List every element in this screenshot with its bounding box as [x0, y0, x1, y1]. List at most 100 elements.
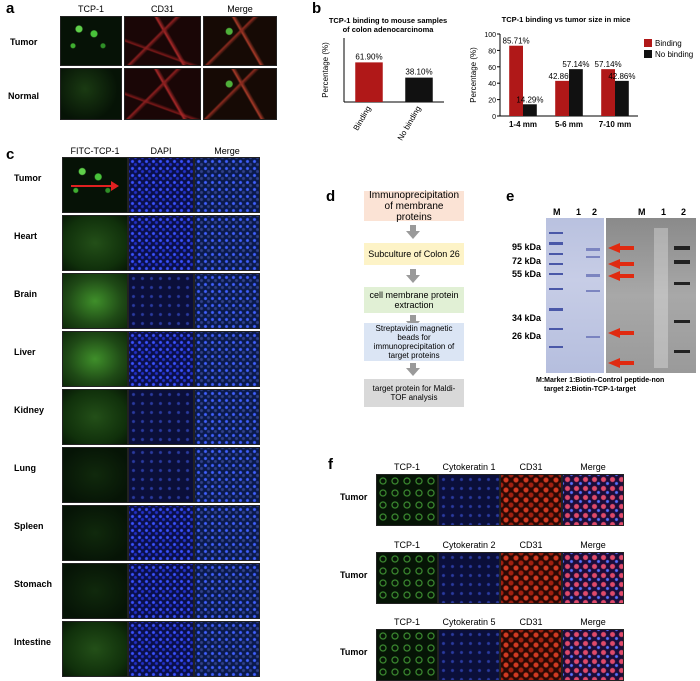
micrograph-a-normal-tcp1 — [60, 68, 122, 120]
chart-b2-bar-1-0 — [523, 104, 537, 116]
micrograph-c-brain-dapi — [128, 273, 194, 329]
western-blot — [606, 218, 696, 373]
micrograph-f-block1-0 — [376, 474, 438, 526]
micrograph-f-block2-0 — [376, 552, 438, 604]
chart-b2-ylabel: Percentage (%) — [469, 47, 478, 103]
panel-f-block3-col-0: TCP-1 — [393, 617, 420, 627]
chart-b2-bar-0-0 — [509, 45, 523, 116]
chart-b1-xtick-1: No binding — [396, 105, 423, 143]
micrograph-c-intestine-merge — [194, 621, 260, 677]
panel-f-block2-col-0: TCP-1 — [393, 540, 420, 550]
chart-b1-bar-1 — [405, 77, 433, 102]
chart-b2-ytick-5: 100 — [484, 32, 496, 39]
chart-b2-xtick-0: 1-4 mm — [509, 120, 537, 129]
flow-arrow-1 — [406, 231, 420, 239]
micrograph-f-block1-2 — [500, 474, 562, 526]
gel-caption-line2: target 2:Biotin-TCP-1-target — [544, 386, 636, 393]
micrograph-c-spleen-merge — [194, 505, 260, 561]
chart-b2-value-label-1-1: 57.14% — [562, 60, 589, 69]
panel-e-label: e — [506, 188, 515, 205]
micrograph-c-kidney-merge — [194, 389, 260, 445]
micrograph-a-tumor-cd31 — [124, 16, 201, 66]
coomassie-gel — [546, 218, 604, 373]
chart-b2-value-label-1-2: 42.86% — [608, 72, 635, 81]
chart-b2-ytick-2: 40 — [488, 81, 496, 88]
flow-step-1: Immunoprecipitation of membrane proteins — [364, 190, 464, 223]
panel-a-col-tcp1: TCP-1 — [77, 4, 104, 14]
micrograph-a-normal-cd31 — [124, 68, 201, 120]
chart-b1-value-label-0: 61.90% — [355, 52, 382, 61]
chart-b1-title-line2: of colon adenocarcinoma — [343, 25, 435, 34]
chart-b2: TCP-1 binding vs tumor size in mice Perce… — [469, 15, 693, 129]
lane-label-1-left: 1 — [576, 207, 582, 217]
micrograph-c-liver-dapi — [128, 331, 194, 387]
panel-f-block3-col-1: Cytokeratin 5 — [442, 617, 496, 627]
panel-f-block3-col-3: Merge — [580, 617, 606, 627]
micrograph-f-block1-1 — [438, 474, 500, 526]
micrograph-c-heart-dapi — [128, 215, 194, 271]
flow-step-5: target protein for Maldi-TOF analysis — [364, 379, 464, 407]
lane-label-1-right: 1 — [661, 207, 667, 217]
micrograph-c-stomach-merge — [194, 563, 260, 619]
chart-b1-title-line1: TCP-1 binding to mouse samples — [329, 16, 447, 25]
micrograph-c-stomach-dapi — [128, 563, 194, 619]
panel-f-label: f — [328, 456, 333, 473]
micrograph-c-heart-merge — [194, 215, 260, 271]
chart-b2-ytick-0: 0 — [492, 114, 496, 121]
flow-arrow-4 — [406, 368, 420, 376]
panel-d-label: d — [326, 188, 336, 205]
micrograph-a-normal-merge — [203, 68, 277, 120]
micrograph-a-tumor-tcp1 — [60, 16, 122, 66]
micrograph-c-stomach-fitc — [62, 563, 128, 619]
chart-b2-title: TCP-1 binding vs tumor size in mice — [502, 15, 631, 24]
panel-f-block1-col-0: TCP-1 — [393, 462, 420, 472]
lane-label-m-right: M — [638, 207, 646, 217]
chart-b2-ytick-1: 20 — [488, 98, 496, 105]
chart-b2-bar-0-2 — [601, 69, 615, 116]
marker-26: 26 kDa — [512, 331, 542, 341]
micrograph-c-spleen-fitc — [62, 505, 128, 561]
red-arrow-indicator — [71, 178, 119, 191]
gel-caption-line1: M:Marker 1:Biotin-Control peptide-non — [536, 377, 665, 384]
micrograph-f-block3-3 — [562, 629, 624, 681]
lane-label-2-right: 2 — [681, 207, 687, 217]
chart-b2-ytick-3: 60 — [488, 65, 496, 72]
micrograph-f-block3-2 — [500, 629, 562, 681]
lane-label-m-left: M — [553, 207, 561, 217]
micrograph-f-block3-0 — [376, 629, 438, 681]
chart-b2-bar-1-2 — [615, 80, 629, 116]
micrograph-c-intestine-dapi — [128, 621, 194, 677]
flow-arrow-2 — [406, 275, 420, 283]
chart-b2-xtick-2: 7-10 mm — [599, 120, 631, 129]
flow-step-4: Streptavidin magnetic beads for immunopr… — [364, 323, 464, 361]
panel-f-block1-col-2: CD31 — [519, 462, 543, 472]
blot-bands — [608, 228, 690, 368]
micrograph-c-lung-dapi — [128, 447, 194, 503]
panel-a-label: a — [6, 0, 15, 17]
micrograph-c-brain-fitc — [62, 273, 128, 329]
marker-34: 34 kDa — [512, 313, 542, 323]
micrograph-a-tumor-merge — [203, 16, 277, 66]
chart-b1-bar-0 — [355, 62, 383, 102]
micrograph-c-kidney-dapi — [128, 389, 194, 445]
flow-step-3: cell membrane protein extraction — [364, 287, 464, 313]
panel-f-block1-col-1: Cytokeratin 1 — [442, 462, 496, 472]
panel-c-row-stomach: Stomach — [14, 579, 53, 589]
panel-a-col-cd31: CD31 — [150, 4, 174, 14]
panel-f-block2-col-3: Merge — [580, 540, 606, 550]
chart-b2-value-label-0-0: 85.71% — [503, 37, 530, 46]
panel-a-col-merge: Merge — [227, 4, 253, 14]
micrograph-c-intestine-fitc — [62, 621, 128, 677]
chart-b1-xtick-0: Binding — [352, 105, 373, 133]
panel-b-label: b — [312, 0, 322, 17]
panel-f-block2-col-1: Cytokeratin 2 — [442, 540, 496, 550]
micrograph-f-block2-2 — [500, 552, 562, 604]
panel-f-block1-row: Tumor — [340, 492, 368, 502]
flow-arrow-stem-1 — [410, 225, 416, 231]
micrograph-c-tumor-merge — [194, 157, 260, 213]
flow-arrow-stem-3 — [410, 315, 416, 321]
chart-b2-legend-label-1: No binding — [655, 50, 693, 59]
micrograph-c-spleen-dapi — [128, 505, 194, 561]
micrograph-c-lung-merge — [194, 447, 260, 503]
chart-b2-legend-swatch-0 — [644, 39, 652, 47]
